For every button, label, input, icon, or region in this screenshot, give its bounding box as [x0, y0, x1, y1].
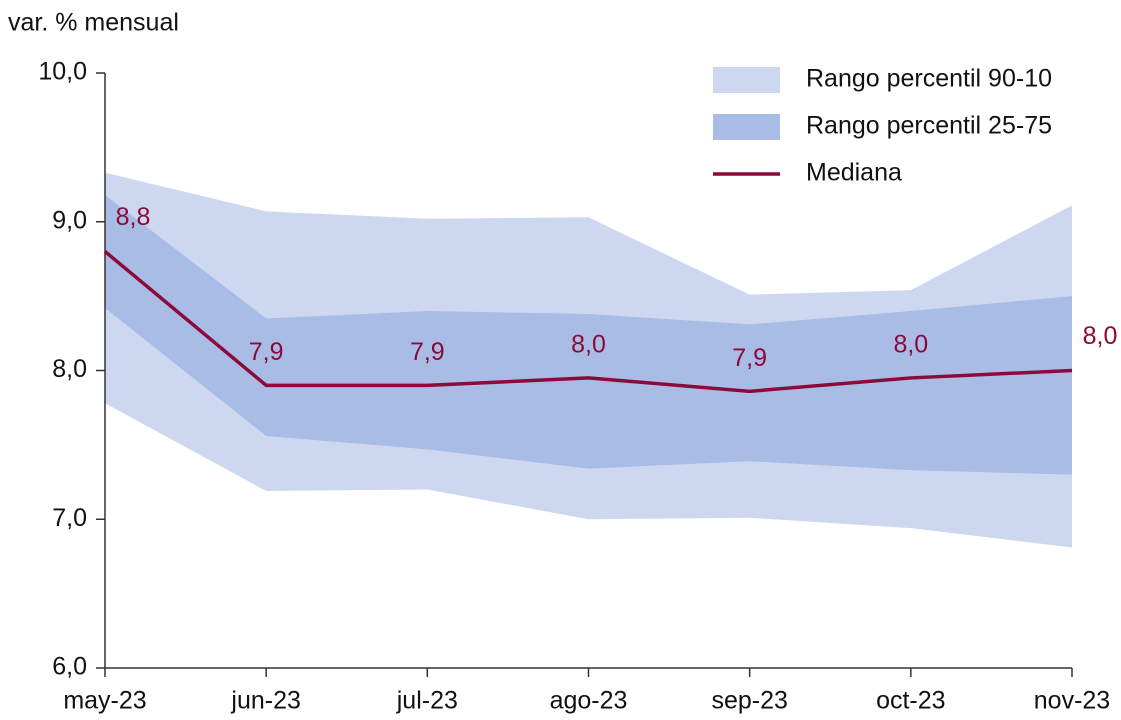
legend-swatch [713, 114, 780, 140]
x-tick-label: sep-23 [711, 687, 787, 715]
x-tick-label: nov-23 [1034, 687, 1110, 715]
data-label: 7,9 [732, 344, 767, 372]
data-label: 8,0 [893, 331, 928, 359]
data-label: 7,9 [249, 338, 284, 366]
y-tick-label: 6,0 [52, 653, 87, 681]
median-line [103, 250, 1073, 394]
x-tick-label: may-23 [63, 687, 146, 715]
legend-swatch [713, 67, 780, 93]
y-axis-label: var. % mensual [8, 9, 179, 37]
y-tick-label: 10,0 [38, 58, 87, 86]
legend-label: Mediana [806, 159, 902, 187]
x-tick-label: ago-23 [550, 687, 628, 715]
percentile-band [105, 194, 1072, 475]
x-tick-label: jun-23 [230, 687, 301, 715]
legend-label: Rango percentil 25-75 [806, 112, 1052, 140]
data-label: 8,0 [571, 331, 606, 359]
x-tick-label: jul-23 [396, 687, 458, 715]
legend-label: Rango percentil 90-10 [806, 65, 1052, 93]
data-label: 8,0 [1083, 322, 1118, 350]
y-tick-label: 9,0 [52, 206, 87, 234]
data-label: 8,8 [116, 203, 151, 231]
y-tick-label: 7,0 [52, 504, 87, 532]
x-tick-label: oct-23 [876, 687, 945, 715]
y-tick-label: 8,0 [52, 355, 87, 383]
data-label: 7,9 [410, 338, 445, 366]
